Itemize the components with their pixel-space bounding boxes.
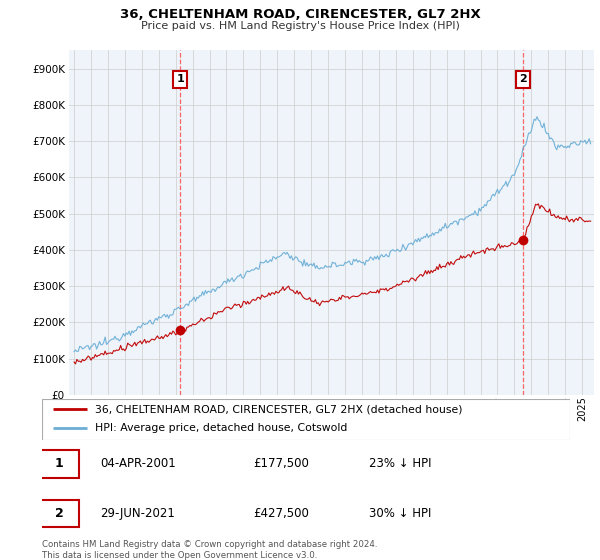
Text: 2: 2 [519, 74, 527, 85]
Text: 29-JUN-2021: 29-JUN-2021 [100, 507, 175, 520]
Text: 36, CHELTENHAM ROAD, CIRENCESTER, GL7 2HX: 36, CHELTENHAM ROAD, CIRENCESTER, GL7 2H… [119, 8, 481, 21]
Text: 1: 1 [55, 457, 64, 470]
Text: 04-APR-2001: 04-APR-2001 [100, 457, 176, 470]
Text: 1: 1 [176, 74, 184, 85]
FancyBboxPatch shape [40, 500, 79, 528]
Text: 2: 2 [55, 507, 64, 520]
Text: £177,500: £177,500 [253, 457, 309, 470]
Text: 30% ↓ HPI: 30% ↓ HPI [370, 507, 432, 520]
Text: Price paid vs. HM Land Registry's House Price Index (HPI): Price paid vs. HM Land Registry's House … [140, 21, 460, 31]
Text: Contains HM Land Registry data © Crown copyright and database right 2024.
This d: Contains HM Land Registry data © Crown c… [42, 540, 377, 560]
Text: £427,500: £427,500 [253, 507, 309, 520]
Text: HPI: Average price, detached house, Cotswold: HPI: Average price, detached house, Cots… [95, 423, 347, 433]
FancyBboxPatch shape [40, 450, 79, 478]
Text: 23% ↓ HPI: 23% ↓ HPI [370, 457, 432, 470]
Text: 36, CHELTENHAM ROAD, CIRENCESTER, GL7 2HX (detached house): 36, CHELTENHAM ROAD, CIRENCESTER, GL7 2H… [95, 404, 463, 414]
